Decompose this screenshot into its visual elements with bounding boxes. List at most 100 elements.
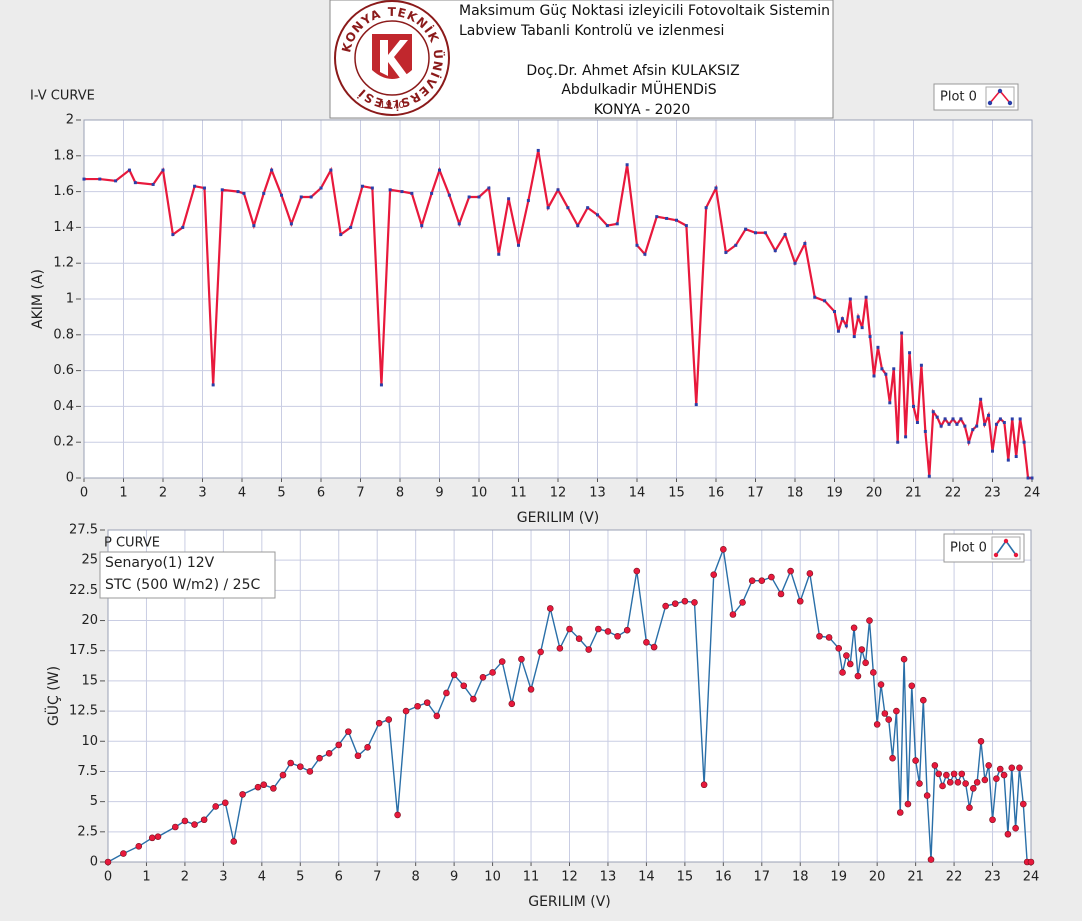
- y-tick-label: 10: [81, 734, 98, 749]
- y-tick-label: 0: [90, 855, 98, 870]
- x-tick-label: 10: [471, 486, 488, 501]
- point: [479, 673, 487, 681]
- x-tick-label: 5: [296, 870, 304, 885]
- point: [604, 628, 612, 635]
- point: [1026, 476, 1030, 480]
- point: [193, 184, 197, 188]
- point: [360, 184, 364, 188]
- point: [385, 716, 393, 723]
- x-tick-label: 16: [708, 486, 725, 501]
- point: [684, 224, 688, 228]
- point: [744, 227, 748, 231]
- point: [1012, 824, 1019, 832]
- point: [450, 671, 458, 679]
- header-line: Doç.Dr. Ahmet Afsin KULAKSIZ: [526, 63, 739, 79]
- point: [585, 646, 593, 653]
- point: [260, 781, 268, 789]
- point: [325, 750, 333, 757]
- point: [739, 599, 746, 606]
- point: [848, 297, 852, 301]
- y-tick-label: 7.5: [77, 764, 98, 779]
- point: [537, 648, 544, 656]
- x-tick-label: 1: [142, 870, 150, 885]
- point: [908, 682, 916, 690]
- x-tick-label: 12: [550, 486, 567, 501]
- point: [858, 646, 866, 653]
- point: [148, 834, 156, 842]
- point: [885, 716, 893, 723]
- point: [546, 206, 550, 210]
- point: [655, 215, 659, 219]
- point: [846, 660, 854, 668]
- point: [349, 225, 353, 229]
- point: [773, 249, 777, 253]
- point: [508, 700, 516, 708]
- point: [489, 669, 496, 676]
- x-tick-label: 7: [373, 870, 381, 885]
- point: [892, 367, 896, 371]
- point: [364, 744, 371, 751]
- point: [806, 570, 814, 577]
- point: [813, 295, 817, 299]
- point: [345, 728, 352, 735]
- point: [536, 148, 540, 152]
- point: [623, 626, 631, 634]
- point: [870, 669, 877, 676]
- x-tick-label: 17: [747, 486, 764, 501]
- point: [1006, 458, 1010, 462]
- annotation: STC (500 W/m2) / 25C: [105, 577, 260, 593]
- annotation-box: [99, 551, 276, 599]
- point: [714, 186, 718, 190]
- point: [447, 193, 451, 197]
- point: [939, 424, 943, 428]
- y-tick-label: 12.5: [69, 704, 98, 719]
- x-tick-label: 18: [792, 870, 809, 885]
- x-tick-label: 22: [946, 870, 963, 885]
- point: [904, 435, 908, 439]
- legend-icon-marker: [993, 552, 999, 558]
- legend-label: Plot 0: [940, 90, 977, 105]
- x-axis-label: GERILIM (V): [517, 510, 600, 526]
- point: [526, 199, 530, 203]
- point: [316, 754, 323, 762]
- x-tick-label: 0: [80, 486, 88, 501]
- point: [833, 310, 836, 314]
- point: [768, 573, 775, 581]
- y-tick-label: 27.5: [69, 523, 98, 538]
- point: [796, 597, 804, 605]
- point: [852, 335, 856, 339]
- point: [498, 658, 506, 665]
- point: [252, 224, 256, 228]
- point: [1030, 476, 1034, 480]
- point: [710, 571, 718, 578]
- point: [975, 424, 979, 428]
- point: [517, 243, 520, 247]
- point: [1002, 421, 1006, 425]
- logo-k: [380, 40, 408, 78]
- point: [881, 710, 889, 717]
- point: [546, 605, 554, 612]
- point: [104, 858, 112, 866]
- y-tick-label: 0: [66, 471, 74, 486]
- point: [400, 190, 404, 194]
- y-tick-label: 2.5: [77, 824, 98, 839]
- point: [893, 707, 900, 715]
- point: [319, 186, 323, 190]
- x-tick-label: 5: [277, 486, 285, 501]
- point: [868, 335, 872, 339]
- point: [236, 190, 240, 194]
- point: [438, 168, 441, 172]
- point: [566, 625, 573, 633]
- point: [950, 770, 958, 778]
- point: [835, 645, 843, 652]
- point: [935, 770, 943, 778]
- point: [98, 177, 102, 181]
- point: [896, 440, 900, 444]
- point: [777, 590, 785, 598]
- point: [254, 783, 262, 791]
- point: [816, 632, 823, 640]
- point: [296, 763, 304, 770]
- point: [954, 779, 962, 786]
